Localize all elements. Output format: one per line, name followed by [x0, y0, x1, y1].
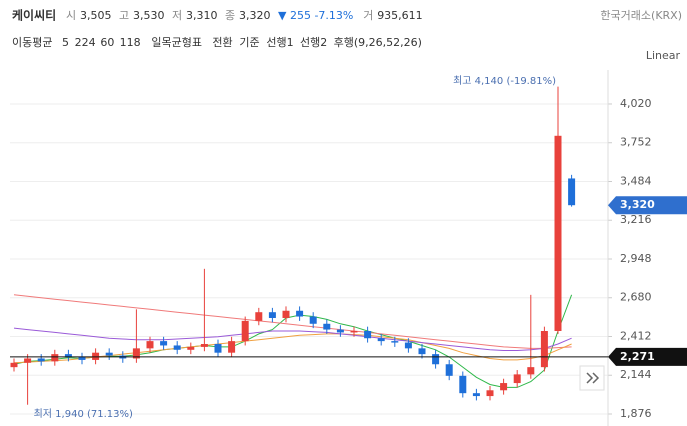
- legend-entry: 118: [120, 36, 141, 49]
- candle-body: [51, 354, 59, 362]
- candle-body: [486, 390, 494, 397]
- y-tick-label: 3,484: [620, 174, 652, 187]
- candle-body: [296, 310, 304, 317]
- candle-body: [187, 346, 195, 350]
- field-value: 3,310: [186, 9, 218, 22]
- ichimoku-entry: 선행1: [266, 36, 293, 49]
- ma-line: [13, 294, 573, 388]
- candle-body: [132, 348, 140, 359]
- candle-body: [255, 312, 263, 321]
- price-tag: [608, 196, 687, 215]
- volume: 935,611: [377, 9, 423, 22]
- candle-body: [432, 354, 440, 365]
- price-tag-label: 2,271: [620, 350, 655, 363]
- y-tick-label: 1,876: [620, 407, 652, 420]
- price-change: ▼ 255 -7.13%: [278, 9, 353, 22]
- candle-body: [309, 316, 317, 324]
- price-tag: [608, 347, 687, 366]
- price-tag-label: 3,320: [620, 198, 655, 211]
- candle-body: [527, 367, 535, 375]
- candle-body: [173, 345, 181, 350]
- scale-toggle[interactable]: Linear: [646, 49, 681, 62]
- candle-body: [78, 357, 86, 360]
- stock-name: 케이씨티: [12, 8, 56, 23]
- y-tick-label: 3,752: [620, 136, 652, 149]
- candle-body: [540, 330, 548, 368]
- y-tick-label: 2,144: [620, 368, 652, 381]
- candle-body: [391, 341, 399, 343]
- candle-body: [241, 320, 249, 342]
- field-label: 시: [66, 9, 76, 22]
- candle-body: [323, 323, 331, 330]
- candle-body: [336, 329, 344, 333]
- candle-body: [64, 354, 72, 358]
- y-tick-label: 3,216: [620, 213, 652, 226]
- candle-body: [200, 344, 208, 347]
- candle-body: [268, 312, 276, 318]
- candle-body: [364, 330, 372, 339]
- candle-body: [146, 341, 154, 349]
- ichimoku-entry: 기준: [239, 36, 259, 49]
- candle-body: [92, 352, 100, 360]
- ichimoku-entry: 후행(9,26,52,26): [334, 36, 422, 49]
- legend-entry: 5: [62, 36, 69, 49]
- candle-body: [377, 338, 385, 342]
- candle-body: [105, 352, 113, 356]
- ma-label: 이동평균: [12, 36, 52, 49]
- candle-body: [404, 342, 412, 349]
- ichimoku-entry: 선행2: [300, 36, 327, 49]
- candle-body: [10, 362, 18, 368]
- candle-body: [160, 341, 168, 346]
- ichimoku-label: 일목균형표: [151, 35, 202, 49]
- y-tick-label: 2,948: [620, 252, 652, 265]
- candle-body: [418, 348, 426, 355]
- candle-body: [214, 344, 222, 353]
- ichimoku-entry: 전환: [212, 36, 232, 49]
- field-label: 고: [119, 9, 129, 22]
- field-value: 3,320: [239, 9, 271, 22]
- legend-entry: 224: [75, 36, 96, 49]
- candle-body: [554, 135, 562, 331]
- candle-body: [568, 178, 576, 206]
- candle-body: [228, 341, 236, 353]
- field-label: 종: [225, 9, 235, 22]
- y-tick-label: 2,680: [620, 291, 652, 304]
- legend-entry: 60: [100, 36, 114, 49]
- ma-line: [13, 294, 572, 349]
- field-value: 3,505: [80, 9, 112, 22]
- candle-body: [472, 393, 480, 397]
- candle-body: [37, 358, 45, 362]
- candle-body: [500, 383, 508, 391]
- candle-body: [282, 310, 290, 318]
- candle-body: [445, 364, 453, 376]
- candle-body: [350, 330, 358, 333]
- volume-label: 거: [363, 9, 373, 22]
- field-value: 3,530: [133, 9, 165, 22]
- candle-body: [24, 358, 32, 363]
- ma-line: [13, 327, 572, 351]
- field-label: 저: [172, 9, 182, 22]
- y-tick-label: 4,020: [620, 97, 652, 110]
- candle-body: [459, 375, 467, 394]
- y-tick-label: 2,412: [620, 329, 652, 342]
- candle-body: [513, 374, 521, 384]
- high-annotation: 최고 4,140 (-19.81%): [453, 75, 556, 87]
- ma-line: [13, 333, 572, 364]
- expand-button[interactable]: [579, 365, 605, 391]
- exchange: 한국거래소(KRX): [600, 9, 682, 22]
- low-annotation: 최저 1,940 (71.13%): [34, 408, 133, 420]
